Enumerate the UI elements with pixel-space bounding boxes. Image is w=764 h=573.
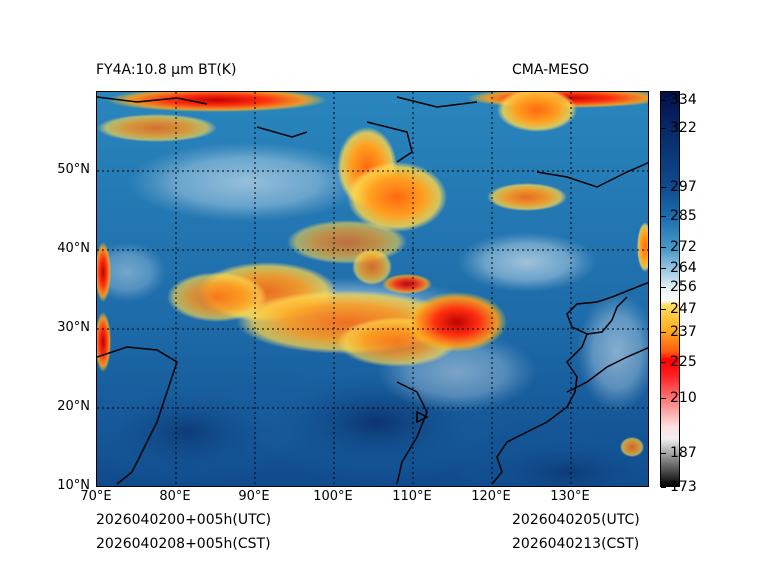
colorbar-tick <box>661 100 666 101</box>
warm-region-india <box>97 377 297 486</box>
korea-outline <box>586 296 628 335</box>
arctic-coast <box>97 96 208 105</box>
lon-label-70e: 70°E <box>80 489 112 504</box>
lat-label-50n: 50°N <box>57 162 90 177</box>
colorbar-label-334: 334 <box>670 92 697 108</box>
colorbar-label-173: 173 <box>670 479 697 495</box>
lat-label-30n: 30°N <box>57 320 90 335</box>
valid-time-utc: 2026040205(UTC) <box>512 512 640 528</box>
colorbar-label-322: 322 <box>670 120 697 136</box>
chart-title-left: FY4A:10.8 μm BT(K) <box>96 62 237 78</box>
okhotsk-coast <box>536 162 648 188</box>
colorbar-tick <box>661 128 666 129</box>
colorbar-label-272: 272 <box>670 239 697 255</box>
coastlines <box>97 96 648 485</box>
lon-label-100e: 100°E <box>313 489 353 504</box>
cold-cloud-east-edge <box>637 222 648 272</box>
colorbar-gradient <box>661 92 679 486</box>
colorbar-label-256: 256 <box>670 279 697 295</box>
colorbar-label-237: 237 <box>670 324 697 340</box>
init-time-utc: 2026040200+005h(UTC) <box>96 512 272 528</box>
lon-label-110e: 110°E <box>392 489 432 504</box>
colorbar-label-225: 225 <box>670 354 697 370</box>
cold-cloud-west-edge <box>97 312 111 372</box>
colorbar-label-187: 187 <box>670 445 697 461</box>
chart-title-right: CMA-MESO <box>512 62 590 78</box>
init-time-cst: 2026040208+005h(CST) <box>96 536 271 552</box>
lat-label-10n: 10°N <box>57 478 90 493</box>
colorbar-tick <box>661 309 666 310</box>
colorbar-tick <box>661 362 666 363</box>
cold-cloud <box>382 274 432 294</box>
arctic-coast <box>396 96 478 108</box>
lat-label-40n: 40°N <box>57 241 90 256</box>
border-line <box>256 126 308 138</box>
colorbar-tick <box>661 187 666 188</box>
convective-core-east-china <box>407 292 507 352</box>
cloud-wisp <box>457 232 597 292</box>
colorbar-tick <box>661 247 666 248</box>
lat-label-20n: 20°N <box>57 399 90 414</box>
india-outline <box>97 346 178 485</box>
cold-cloud <box>347 162 447 232</box>
hainan-outline <box>416 410 429 424</box>
lon-label-90e: 90°E <box>238 489 270 504</box>
cold-cloud <box>167 272 267 322</box>
colorbar-label-285: 285 <box>670 208 697 224</box>
cloud-wisp <box>127 142 367 222</box>
cold-cloud <box>97 114 217 142</box>
cold-cloud-west-edge <box>97 242 111 302</box>
colorbar-label-247: 247 <box>670 301 697 317</box>
colorbar-tick <box>661 453 666 454</box>
colorbar-label-264: 264 <box>670 260 697 276</box>
china-coastline <box>491 281 648 485</box>
lon-label-120e: 120°E <box>471 489 511 504</box>
lake-outline <box>366 121 413 163</box>
colorbar-tick <box>661 216 666 217</box>
colorbar-tick <box>661 287 666 288</box>
gridlines <box>97 92 648 486</box>
colorbar <box>660 91 680 487</box>
colorbar-tick <box>661 332 666 333</box>
satellite-map <box>96 91 649 487</box>
cold-cloud <box>487 183 567 211</box>
valid-time-cst: 2026040213(CST) <box>512 536 640 552</box>
cold-cloud <box>497 92 577 132</box>
colorbar-label-210: 210 <box>670 390 697 406</box>
lon-label-130e: 130°E <box>550 489 590 504</box>
lon-label-80e: 80°E <box>159 489 191 504</box>
cloud-wisp <box>97 242 167 302</box>
indochina-outline <box>396 381 428 485</box>
colorbar-label-297: 297 <box>670 179 697 195</box>
satellite-map-svg <box>97 92 648 486</box>
cold-cloud <box>352 249 392 285</box>
cold-cloud <box>620 437 644 457</box>
colorbar-tick <box>661 268 666 269</box>
cold-cloud <box>287 220 407 264</box>
cloud-wisp <box>577 292 648 412</box>
cold-cloud-top-north <box>107 92 327 112</box>
japan-outline <box>566 347 648 393</box>
colorbar-tick <box>661 398 666 399</box>
colorbar-tick <box>661 487 666 488</box>
